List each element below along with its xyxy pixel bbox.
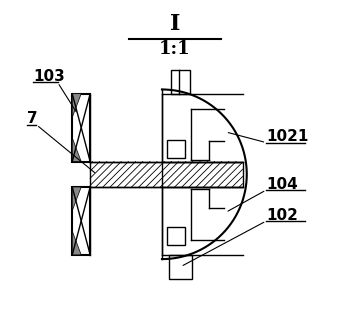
- Bar: [72, 94, 90, 162]
- Text: 104: 104: [266, 177, 298, 191]
- Text: 103: 103: [33, 69, 65, 84]
- Polygon shape: [72, 187, 81, 211]
- Bar: [169, 255, 192, 279]
- Bar: [171, 70, 190, 94]
- Text: 7: 7: [27, 111, 37, 126]
- Bar: [167, 140, 185, 158]
- Text: 102: 102: [266, 208, 298, 222]
- Bar: [167, 227, 185, 245]
- Bar: [90, 162, 243, 187]
- Polygon shape: [72, 138, 81, 162]
- Text: 1:1: 1:1: [159, 40, 191, 58]
- Polygon shape: [72, 231, 81, 255]
- Text: I: I: [170, 13, 180, 35]
- Polygon shape: [72, 94, 81, 117]
- Text: 1021: 1021: [266, 129, 309, 144]
- Bar: [72, 187, 90, 255]
